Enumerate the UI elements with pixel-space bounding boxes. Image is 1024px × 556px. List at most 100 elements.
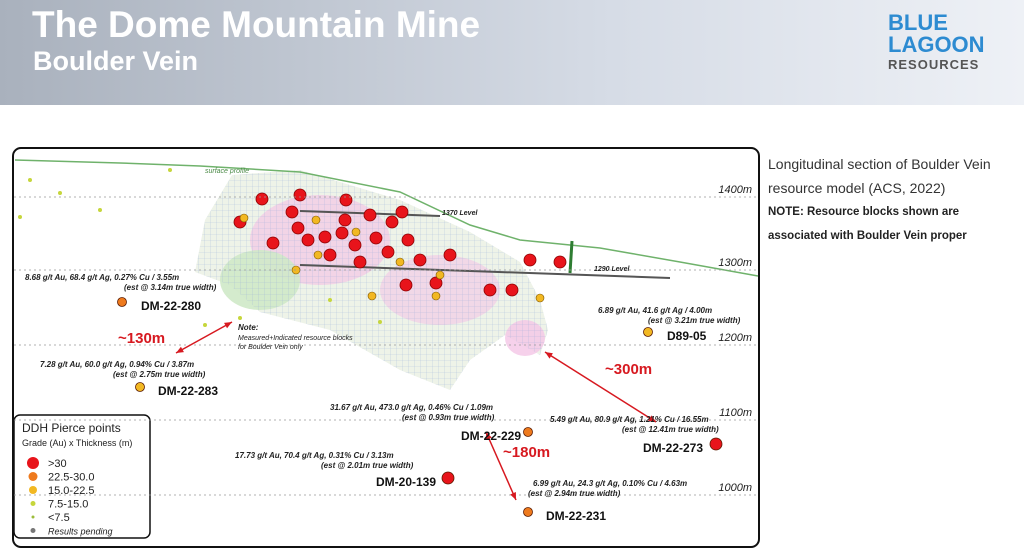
intercept xyxy=(483,283,497,297)
hole-result: 17.73 g/t Au, 70.4 g/t Ag, 0.31% Cu / 3.… xyxy=(235,451,394,460)
distance-label: ~300m xyxy=(605,361,652,378)
intercept xyxy=(338,213,352,227)
legend-label: >30 xyxy=(48,458,67,470)
hole-width: (est @ 3.14m true width) xyxy=(124,283,217,292)
block-grid xyxy=(195,170,548,390)
hole-width: (est @ 3.21m true width) xyxy=(648,316,741,325)
hole-width: (est @ 0.93m true width) xyxy=(402,413,495,422)
legend-swatch xyxy=(30,528,36,533)
intercept xyxy=(399,278,413,292)
hole-result: 8.68 g/t Au, 68.4 g/t Ag, 0.27% Cu / 3.5… xyxy=(25,273,179,282)
hole-dot xyxy=(135,382,145,392)
intercept xyxy=(285,205,299,219)
intercept xyxy=(385,215,399,229)
legend-swatch xyxy=(27,457,39,469)
hole-result: 6.99 g/t Au, 24.3 g/t Ag, 0.10% Cu / 4.6… xyxy=(533,479,687,488)
hole-dot xyxy=(523,427,533,437)
title: The Dome Mountain Mine xyxy=(32,4,481,45)
intercept xyxy=(239,213,249,223)
arrow-head xyxy=(510,492,516,500)
arrow xyxy=(544,351,657,423)
surface-label: surface profile xyxy=(205,168,249,175)
legend-label: 7.5-15.0 xyxy=(48,499,88,511)
hole-name: DM-20-139 xyxy=(376,475,436,489)
description-note: NOTE: Resource blocks shown are associat… xyxy=(768,206,967,242)
section-figure: 1400m 1300m 1200m 1100m 1000m surface profile… xyxy=(12,147,760,548)
elevation-label: 1200m xyxy=(718,332,752,344)
hole-result: 5.49 g/t Au, 80.9 g/t Ag, 1.21% Cu / 16.… xyxy=(550,415,709,424)
arrow-head xyxy=(648,415,656,422)
hole-name: DM-22-231 xyxy=(546,509,606,523)
elevation-label: 1000m xyxy=(718,482,752,494)
intercept xyxy=(255,192,269,206)
distance-label: ~180m xyxy=(503,444,550,461)
distance-label: ~130m xyxy=(118,330,165,347)
legend-label: <7.5 xyxy=(48,512,70,524)
legend-swatch xyxy=(30,501,36,506)
intercept xyxy=(351,227,361,237)
intercept xyxy=(381,245,395,259)
intercept xyxy=(168,168,172,172)
legend-box xyxy=(13,414,151,539)
note-text: Measured+Indicated resource blocks xyxy=(238,335,353,342)
intercept xyxy=(401,233,415,247)
intercept xyxy=(369,231,383,245)
legend-swatch xyxy=(29,486,37,494)
intercept xyxy=(363,208,377,222)
hole-dot xyxy=(441,471,455,485)
intercept xyxy=(98,208,102,212)
logo-text: RESOURCES xyxy=(888,57,980,72)
arrow xyxy=(485,431,517,501)
intercept xyxy=(293,188,307,202)
arrow-head xyxy=(486,432,492,440)
drift xyxy=(568,240,574,274)
legend-label: 15.0-22.5 xyxy=(48,485,94,497)
hole-width: (est @ 2.94m true width) xyxy=(528,489,621,498)
level-label: 1290 Level xyxy=(594,266,630,273)
arrow-head xyxy=(224,322,232,329)
intercept xyxy=(413,253,427,267)
intercept xyxy=(535,293,545,303)
legend-title: DDH Pierce points xyxy=(22,421,121,435)
intercept xyxy=(435,270,445,280)
intercept xyxy=(431,291,441,301)
intercept xyxy=(367,291,377,301)
legend-label: 22.5-30.0 xyxy=(48,472,94,484)
intercept xyxy=(395,205,409,219)
intercept xyxy=(313,250,323,260)
intercept xyxy=(301,233,315,247)
intercept xyxy=(553,255,567,269)
elevation-label: 1100m xyxy=(719,407,752,419)
elevation-label: 1300m xyxy=(718,257,752,269)
hole-dot xyxy=(117,297,127,307)
hole-width: (est @ 2.75m true width) xyxy=(113,370,206,379)
description-text: Longitudinal section of Boulder Vein res… xyxy=(768,156,991,196)
intercept xyxy=(238,316,242,320)
intercept xyxy=(378,320,382,324)
intercept xyxy=(203,323,207,327)
intercept xyxy=(335,226,349,240)
hole-name: DM-22-273 xyxy=(643,441,703,455)
surface-profile xyxy=(14,159,759,277)
intercept xyxy=(443,248,457,262)
arrow xyxy=(175,321,233,354)
intercept xyxy=(311,215,321,225)
note-text: for Boulder Vein only xyxy=(238,344,303,351)
intercept xyxy=(523,253,537,267)
intercept xyxy=(318,230,332,244)
intercept xyxy=(28,178,32,182)
hole-result: 31.67 g/t Au, 473.0 g/t Ag, 0.46% Cu / 1… xyxy=(330,403,493,412)
intercept xyxy=(58,191,62,195)
description: Longitudinal section of Boulder Vein res… xyxy=(768,152,1008,248)
level-label: 1370 Level xyxy=(442,210,478,217)
intercept xyxy=(266,236,280,250)
intercept xyxy=(353,255,367,269)
intercept xyxy=(323,248,337,262)
hole-result: 7.28 g/t Au, 60.0 g/t Ag, 0.94% Cu / 3.8… xyxy=(40,360,194,369)
hole-dot xyxy=(709,437,723,451)
logo: BLUE LAGOON RESOURCES xyxy=(888,12,1013,72)
hole-name: DM-22-280 xyxy=(141,299,201,313)
hole-width: (est @ 12.41m true width) xyxy=(622,425,719,434)
hole-name: DM-22-229 xyxy=(461,429,521,443)
